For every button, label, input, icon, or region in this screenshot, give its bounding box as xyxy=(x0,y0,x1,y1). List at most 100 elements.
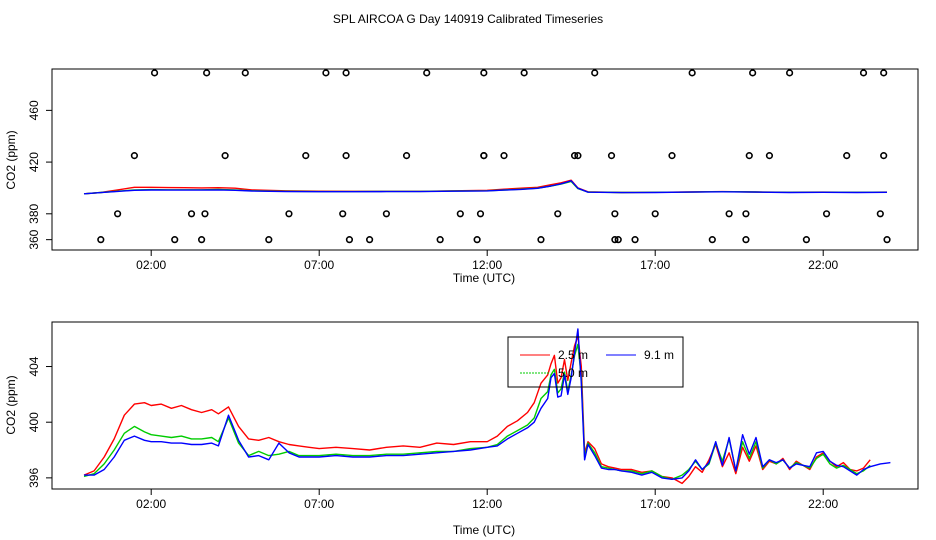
data-marker xyxy=(554,210,562,218)
data-marker xyxy=(785,69,794,77)
y-tick-label: 396 xyxy=(27,468,41,488)
data-marker xyxy=(203,69,211,77)
data-marker xyxy=(614,236,622,244)
data-marker xyxy=(342,152,350,160)
data-marker xyxy=(345,236,354,244)
series-layer-top xyxy=(83,179,888,195)
data-marker xyxy=(473,236,481,244)
panel-top-timeseries: 02:00 07:00 12:00 17:00 22:00 360 380 420 460 T… xyxy=(4,68,919,285)
data-marker xyxy=(302,152,310,160)
data-marker xyxy=(436,236,444,244)
x-axis-label-bottom: Time (UTC) xyxy=(453,523,515,537)
data-marker xyxy=(880,69,888,77)
data-marker xyxy=(880,152,888,160)
data-marker xyxy=(591,69,599,77)
data-marker xyxy=(607,152,616,160)
x-axis-bottom: 02:00 07:00 12:00 17:00 22:00 xyxy=(136,489,839,511)
y-axis-label-top: CO2 (ppm) xyxy=(4,130,18,189)
data-marker xyxy=(187,210,196,218)
data-marker xyxy=(802,236,811,244)
series-line-9-1-m xyxy=(83,180,888,195)
x-tick-label: 07:00 xyxy=(304,497,334,511)
x-tick-label: 12:00 xyxy=(472,497,502,511)
plot-frame-bottom xyxy=(51,321,919,490)
y-tick-label: 460 xyxy=(27,100,41,120)
data-marker xyxy=(480,152,488,160)
data-marker xyxy=(749,69,757,77)
data-marker xyxy=(130,152,138,160)
data-marker xyxy=(456,210,464,218)
data-marker xyxy=(241,69,249,77)
data-marker xyxy=(570,152,579,160)
data-marker xyxy=(537,236,545,244)
legend-box xyxy=(507,336,684,388)
y-axis-label-bottom: CO2 (ppm) xyxy=(4,375,18,434)
data-marker xyxy=(651,210,659,218)
y-tick-label: 360 xyxy=(27,229,41,249)
data-marker xyxy=(500,152,508,160)
series-line-9-1-m xyxy=(84,328,891,480)
y-axis-top: 360 380 420 460 xyxy=(27,100,52,250)
data-marker xyxy=(198,236,206,244)
data-marker xyxy=(423,69,431,77)
x-tick-label: 22:00 xyxy=(808,258,838,272)
data-marker xyxy=(745,152,753,160)
legend-label-5-0m: 5.0 m xyxy=(558,366,588,380)
data-marker xyxy=(765,152,774,160)
data-marker xyxy=(221,152,229,160)
y-tick-label: 380 xyxy=(27,203,41,223)
data-marker xyxy=(520,69,528,77)
x-tick-label: 22:00 xyxy=(808,497,838,511)
x-tick-label: 07:00 xyxy=(304,258,334,272)
y-tick-label: 420 xyxy=(27,152,41,172)
legend: 2.5 m 5.0 m 9.1 m xyxy=(507,336,684,388)
x-tick-label: 12:00 xyxy=(472,258,502,272)
plot-frame-top xyxy=(51,68,919,251)
data-marker xyxy=(382,210,391,218)
x-tick-label: 02:00 xyxy=(136,497,166,511)
data-marker xyxy=(883,236,891,244)
data-marker xyxy=(611,236,619,244)
data-marker xyxy=(113,210,122,218)
data-marker xyxy=(708,236,716,244)
data-marker xyxy=(265,236,273,244)
data-marker xyxy=(631,236,639,244)
marker-layer-top xyxy=(97,69,891,244)
data-marker xyxy=(574,152,582,160)
data-marker xyxy=(402,152,411,160)
data-marker xyxy=(688,69,696,77)
data-marker xyxy=(285,210,293,218)
data-marker xyxy=(876,210,884,218)
legend-label-2-5m: 2.5 m xyxy=(558,348,588,362)
data-marker xyxy=(742,236,750,244)
data-marker xyxy=(476,210,485,218)
x-tick-label: 02:00 xyxy=(136,258,166,272)
data-marker xyxy=(725,210,733,218)
data-marker xyxy=(201,210,209,218)
data-marker xyxy=(843,152,851,160)
x-tick-label: 17:00 xyxy=(640,258,670,272)
x-axis-label-top: Time (UTC) xyxy=(453,271,515,285)
data-marker xyxy=(822,210,831,218)
data-marker xyxy=(366,236,374,244)
data-marker xyxy=(611,210,619,218)
legend-label-9-1m: 9.1 m xyxy=(644,348,674,362)
data-marker xyxy=(322,69,330,77)
series-layer-bottom xyxy=(83,328,891,485)
chart-title: SPL AIRCOA G Day 140919 Calibrated Times… xyxy=(333,12,603,26)
data-marker xyxy=(150,69,159,77)
data-marker xyxy=(97,236,105,244)
data-marker xyxy=(668,152,676,160)
x-axis-top: 02:00 07:00 12:00 17:00 22:00 xyxy=(136,250,839,272)
data-marker xyxy=(480,69,488,77)
y-tick-label: 404 xyxy=(27,356,41,376)
data-marker xyxy=(171,236,179,244)
data-marker xyxy=(342,69,350,77)
series-line-2-5-m xyxy=(83,335,871,485)
y-tick-label: 400 xyxy=(27,412,41,432)
data-marker xyxy=(742,210,750,218)
x-tick-label: 17:00 xyxy=(640,497,670,511)
data-marker xyxy=(339,210,347,218)
y-axis-bottom: 396 400 404 xyxy=(27,356,52,488)
